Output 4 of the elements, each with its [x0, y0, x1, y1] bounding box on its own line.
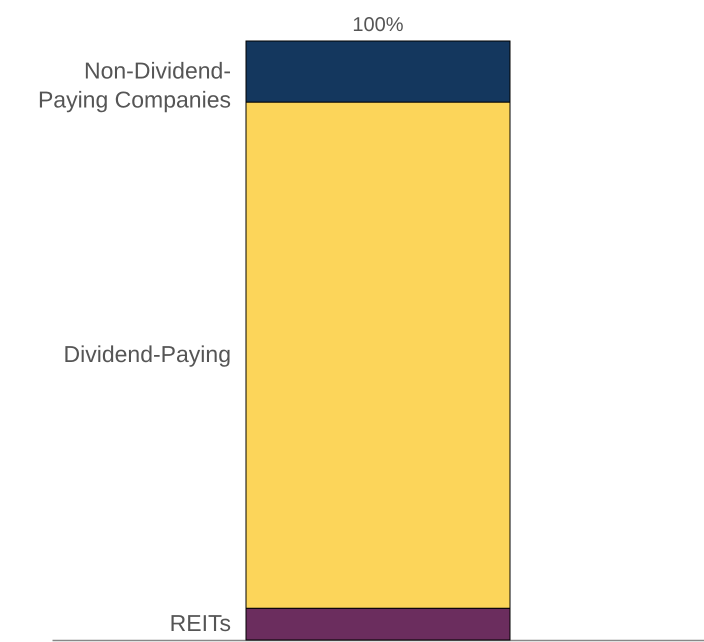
total-label: 100%	[352, 14, 404, 36]
series-label: Dividend-Paying	[64, 341, 231, 368]
series-label: REITs	[170, 610, 231, 636]
series-label: Non-Dividend-Paying Companies	[38, 58, 231, 113]
